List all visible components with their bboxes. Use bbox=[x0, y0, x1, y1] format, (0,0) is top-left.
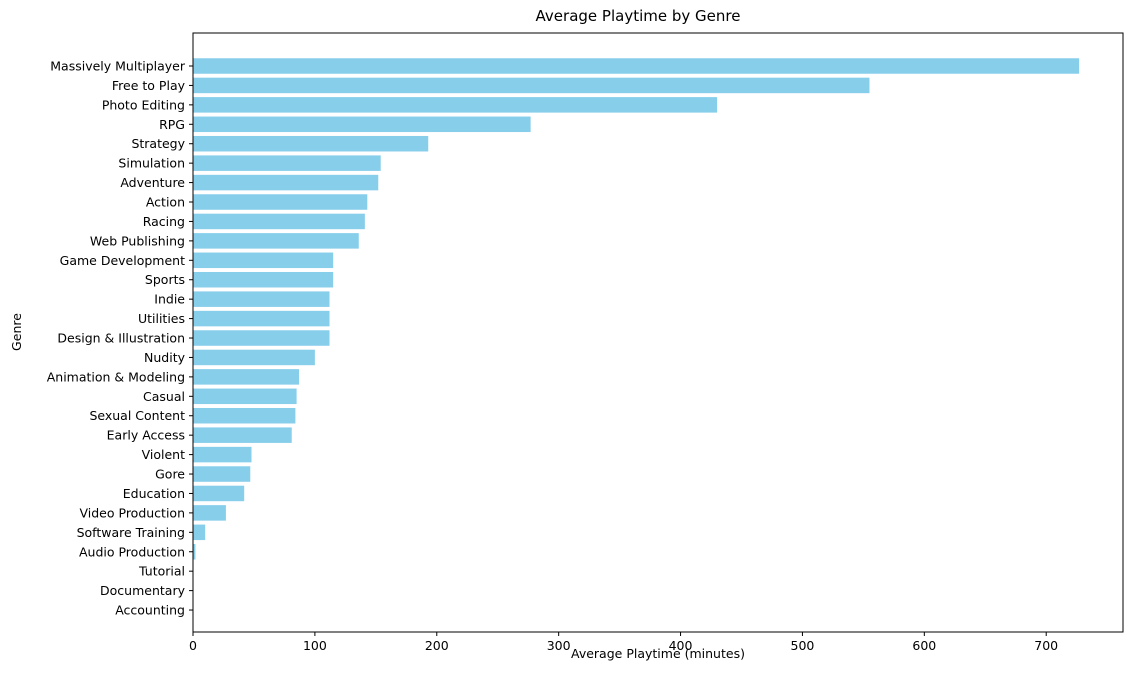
y-tick-label-free-to-play: Free to Play bbox=[112, 78, 186, 93]
y-tick-label-violent: Violent bbox=[142, 447, 185, 462]
bar-casual bbox=[193, 388, 297, 405]
bar-sports bbox=[193, 271, 334, 288]
x-axis-label: Average Playtime (minutes) bbox=[571, 646, 745, 661]
bar-violent bbox=[193, 446, 252, 463]
x-tick-label-300: 300 bbox=[547, 638, 571, 653]
x-tick-label-600: 600 bbox=[912, 638, 936, 653]
bar-simulation bbox=[193, 155, 381, 171]
bar-nudity bbox=[193, 349, 315, 366]
x-axis-ticks: 0 100 200 300 400 500 600 700 bbox=[189, 632, 1058, 653]
y-tick-label-strategy: Strategy bbox=[131, 136, 185, 151]
y-tick-label-early-access: Early Access bbox=[107, 428, 185, 443]
bar-video-production bbox=[193, 505, 226, 521]
bar-sexual-content bbox=[193, 407, 296, 424]
y-tick-label-gore: Gore bbox=[155, 467, 185, 482]
bar-adventure bbox=[193, 174, 379, 191]
bar-animation-and-modeling bbox=[193, 369, 300, 385]
y-tick-label-web-publishing: Web Publishing bbox=[90, 233, 185, 248]
bar-racing bbox=[193, 213, 365, 230]
y-tick-label-massively-multiplayer: Massively Multiplayer bbox=[50, 59, 186, 74]
chart-title: Average Playtime by Genre bbox=[536, 7, 741, 25]
bar-software-training bbox=[193, 524, 206, 541]
bar-utilities bbox=[193, 310, 330, 327]
x-tick-label-400: 400 bbox=[669, 638, 693, 653]
y-tick-label-simulation: Simulation bbox=[118, 156, 185, 171]
bar-web-publishing bbox=[193, 233, 359, 249]
y-tick-label-documentary: Documentary bbox=[100, 583, 186, 598]
bar-indie bbox=[193, 291, 330, 307]
y-tick-label-design-and-illustration: Design & Illustration bbox=[57, 331, 185, 346]
bar-game-development bbox=[193, 252, 334, 269]
y-tick-label-animation-and-modeling: Animation & Modeling bbox=[47, 369, 185, 384]
bar-strategy bbox=[193, 135, 429, 152]
x-tick-label-0: 0 bbox=[189, 638, 197, 653]
y-tick-label-adventure: Adventure bbox=[120, 175, 185, 190]
y-tick-label-audio-production: Audio Production bbox=[79, 544, 185, 559]
y-tick-label-casual: Casual bbox=[143, 389, 185, 404]
y-tick-label-sports: Sports bbox=[145, 272, 185, 287]
x-tick-label-200: 200 bbox=[425, 638, 449, 653]
bar-design-and-illustration bbox=[193, 330, 330, 346]
y-axis-ticks: Massively Multiplayer Free to Play Photo E… bbox=[47, 59, 193, 618]
x-tick-label-700: 700 bbox=[1034, 638, 1058, 653]
bar-early-access bbox=[193, 427, 292, 443]
y-tick-label-photo-editing: Photo Editing bbox=[102, 97, 185, 112]
y-tick-label-indie: Indie bbox=[154, 292, 185, 307]
y-tick-label-sexual-content: Sexual Content bbox=[89, 408, 185, 423]
y-axis-label: Genre bbox=[9, 313, 24, 351]
bar-education bbox=[193, 485, 245, 502]
bar-rpg bbox=[193, 116, 531, 133]
bars-group bbox=[193, 58, 1080, 560]
y-tick-label-software-training: Software Training bbox=[77, 525, 185, 540]
y-tick-label-education: Education bbox=[123, 486, 185, 501]
y-tick-label-tutorial: Tutorial bbox=[138, 564, 185, 579]
bar-action bbox=[193, 194, 368, 210]
x-tick-label-500: 500 bbox=[791, 638, 815, 653]
plot-area-frame bbox=[192, 32, 1124, 633]
bar-audio-production bbox=[193, 544, 196, 560]
bar-free-to-play bbox=[193, 77, 870, 94]
y-tick-label-video-production: Video Production bbox=[80, 505, 186, 520]
bar-massively-multiplayer bbox=[193, 58, 1080, 74]
y-tick-label-rpg: RPG bbox=[159, 117, 185, 132]
y-tick-label-utilities: Utilities bbox=[138, 311, 185, 326]
y-tick-label-nudity: Nudity bbox=[144, 350, 186, 365]
y-tick-label-action: Action bbox=[146, 195, 185, 210]
y-tick-label-accounting: Accounting bbox=[115, 603, 185, 618]
y-tick-label-game-development: Game Development bbox=[60, 253, 185, 268]
y-tick-label-racing: Racing bbox=[143, 214, 185, 229]
bar-photo-editing bbox=[193, 97, 718, 113]
x-tick-label-100: 100 bbox=[303, 638, 327, 653]
bar-gore bbox=[193, 466, 251, 482]
